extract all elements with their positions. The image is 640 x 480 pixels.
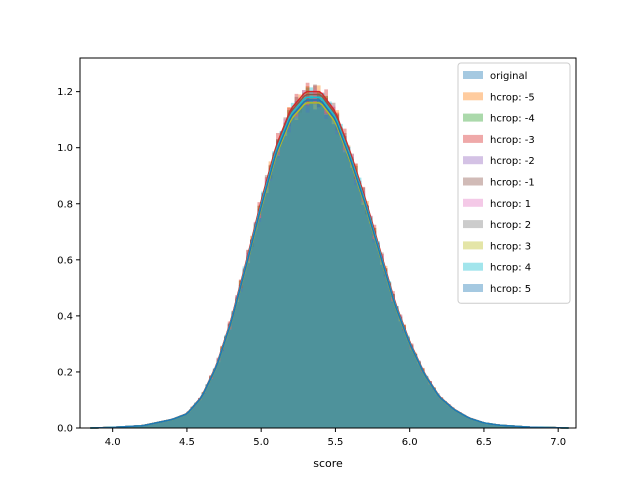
- y-tick-label: 1.2: [57, 87, 73, 98]
- histogram-fill-7: [90, 92, 574, 428]
- histogram-fills: [90, 82, 574, 429]
- legend-swatch: [463, 220, 483, 229]
- legend-label: hcrop: -2: [490, 156, 535, 167]
- y-axis-ticks: 0.0 0.2 0.4 0.6 0.8 1.0 1.2: [57, 87, 80, 435]
- legend-swatch: [463, 177, 483, 186]
- x-tick-label: 4.0: [105, 437, 121, 448]
- legend-swatch: [463, 284, 483, 292]
- legend-swatch: [463, 198, 483, 207]
- histogram-fill-2: [90, 87, 574, 428]
- histogram-fill-8: [90, 95, 574, 428]
- y-tick-label: 0.2: [57, 367, 73, 378]
- histogram-fill-3: [90, 82, 574, 428]
- histogram-fill-6: [90, 89, 574, 428]
- histogram-fill-5: [90, 84, 574, 428]
- histogram-fill-4: [90, 90, 574, 429]
- legend-swatch: [463, 113, 483, 122]
- y-tick-label: 0.4: [57, 311, 73, 322]
- legend-label: hcrop: -1: [490, 178, 535, 189]
- x-axis-ticks: 4.0 4.5 5.0 5.5 6.0 6.5 7.0: [105, 428, 566, 448]
- plot-frame: [79, 57, 577, 429]
- kde-line-10: [90, 99, 569, 429]
- legend-swatch: [463, 262, 483, 271]
- y-tick-label: 0.6: [57, 255, 73, 266]
- legend-label: hcrop: 2: [490, 220, 531, 231]
- x-tick-label: 7.0: [550, 437, 566, 448]
- legend-swatch: [463, 156, 483, 165]
- legend-label: hcrop: 1: [490, 199, 531, 210]
- legend-label: hcrop: 5: [490, 284, 531, 295]
- legend-swatch: [463, 134, 483, 143]
- histogram-fill-10: [90, 90, 574, 429]
- histogram-fill-1: [90, 85, 574, 428]
- kde-lines: [90, 90, 569, 429]
- legend-swatch: [463, 71, 483, 79]
- legend-label: original: [490, 71, 527, 82]
- x-tick-label: 5.5: [327, 437, 343, 448]
- legend: original hcrop: -5 hcrop: -4 hcrop: -3 hcrop…: [457, 62, 571, 304]
- legend-label: hcrop: -4: [490, 114, 535, 125]
- y-tick-label: 0.8: [57, 199, 73, 210]
- x-tick-label: 5.0: [253, 437, 269, 448]
- histogram-fill-9: [90, 87, 574, 429]
- legend-swatch: [463, 241, 483, 250]
- x-tick-label: 6.0: [402, 437, 418, 448]
- x-tick-label: 6.5: [476, 437, 492, 448]
- histogram-fill-0: [90, 93, 574, 428]
- x-tick-label: 4.5: [179, 437, 195, 448]
- y-tick-label: 0.0: [57, 424, 73, 435]
- x-axis-label: score: [313, 457, 343, 470]
- legend-box: [457, 62, 571, 304]
- legend-swatch: [463, 92, 483, 101]
- legend-label: hcrop: 4: [490, 263, 531, 274]
- legend-label: hcrop: -5: [490, 92, 535, 103]
- legend-label: hcrop: 3: [490, 241, 531, 252]
- legend-label: hcrop: -3: [490, 135, 535, 146]
- y-tick-label: 1.0: [57, 143, 73, 154]
